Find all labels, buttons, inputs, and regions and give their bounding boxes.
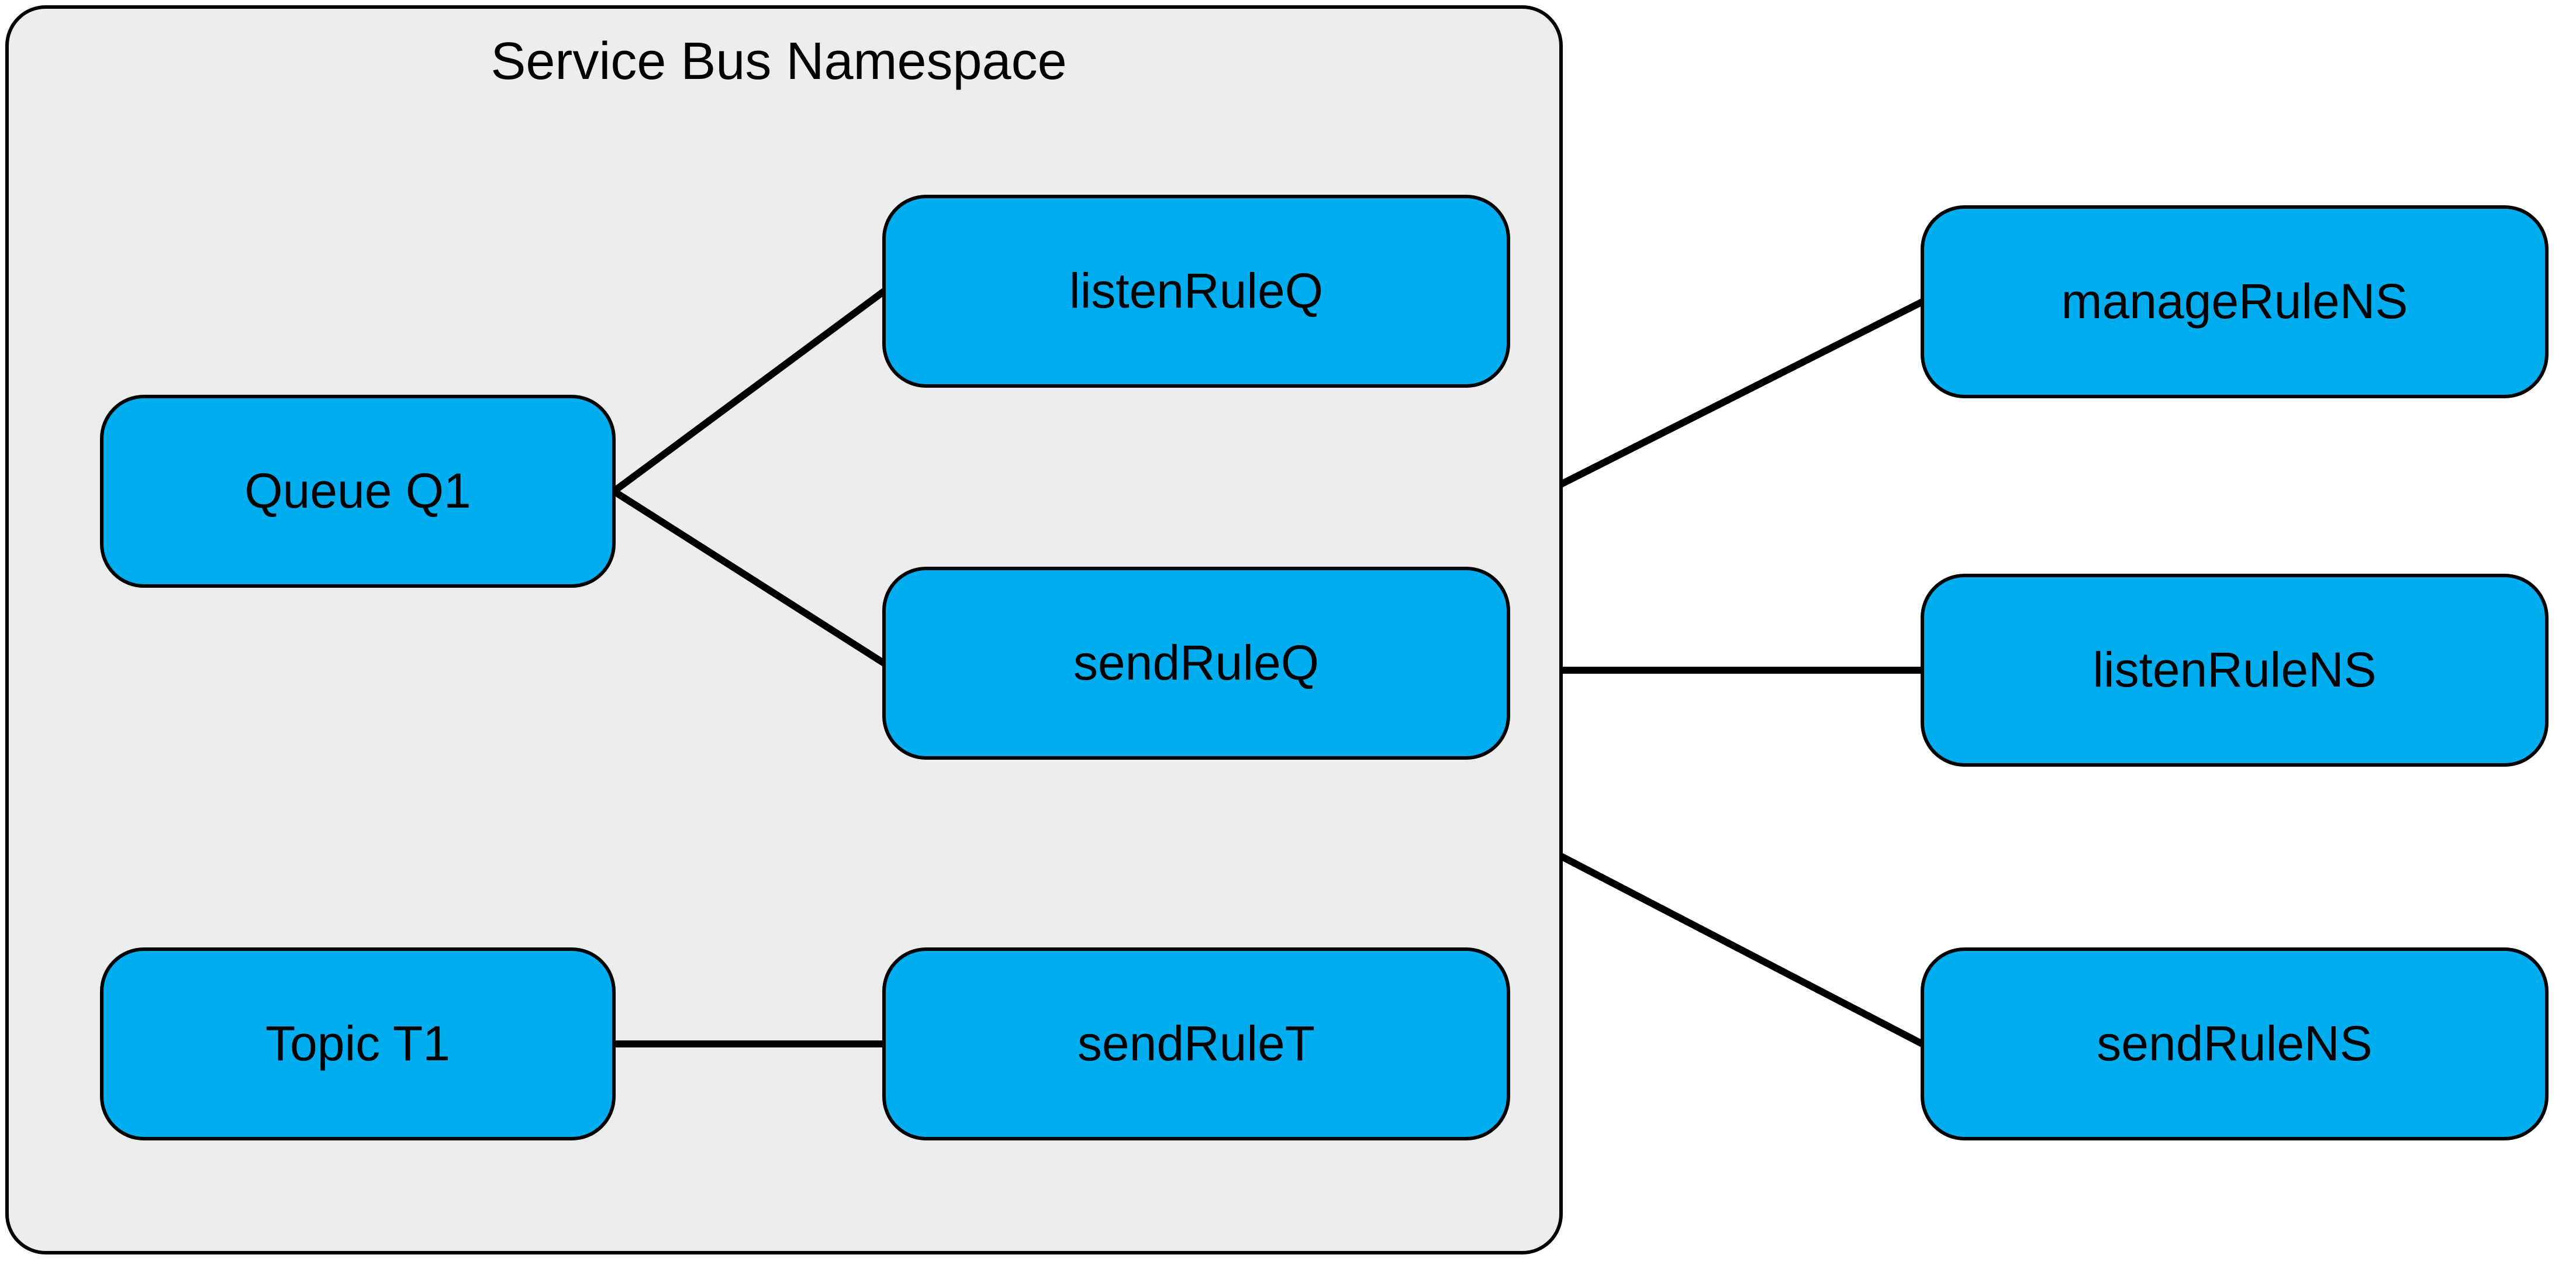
- node-label-sendRuleQ: sendRuleQ: [1073, 635, 1319, 690]
- node-label-listenRuleNS: listenRuleNS: [2092, 642, 2376, 697]
- node-topicT1: Topic T1: [102, 949, 614, 1139]
- node-manageRuleNS: manageRuleNS: [1922, 207, 2547, 397]
- node-sendRuleNS: sendRuleNS: [1922, 949, 2547, 1139]
- edge-3: [1561, 302, 1922, 484]
- node-listenRuleQ: listenRuleQ: [884, 197, 1508, 386]
- node-label-sendRuleT: sendRuleT: [1078, 1016, 1315, 1071]
- node-label-listenRuleQ: listenRuleQ: [1069, 263, 1323, 318]
- node-listenRuleNS: listenRuleNS: [1922, 575, 2547, 765]
- diagram-canvas: Service Bus Namespace Queue Q1 Topic T1 lis…: [0, 0, 2576, 1265]
- edge-5: [1561, 856, 1922, 1044]
- namespace-title: Service Bus Namespace: [491, 32, 1066, 91]
- node-queueQ1: Queue Q1: [102, 397, 614, 586]
- node-label-topicT1: Topic T1: [265, 1016, 450, 1071]
- node-label-queueQ1: Queue Q1: [244, 463, 471, 518]
- node-sendRuleQ: sendRuleQ: [884, 568, 1508, 758]
- node-label-manageRuleNS: manageRuleNS: [2062, 274, 2408, 329]
- node-label-sendRuleNS: sendRuleNS: [2097, 1016, 2373, 1071]
- node-sendRuleT: sendRuleT: [884, 949, 1508, 1139]
